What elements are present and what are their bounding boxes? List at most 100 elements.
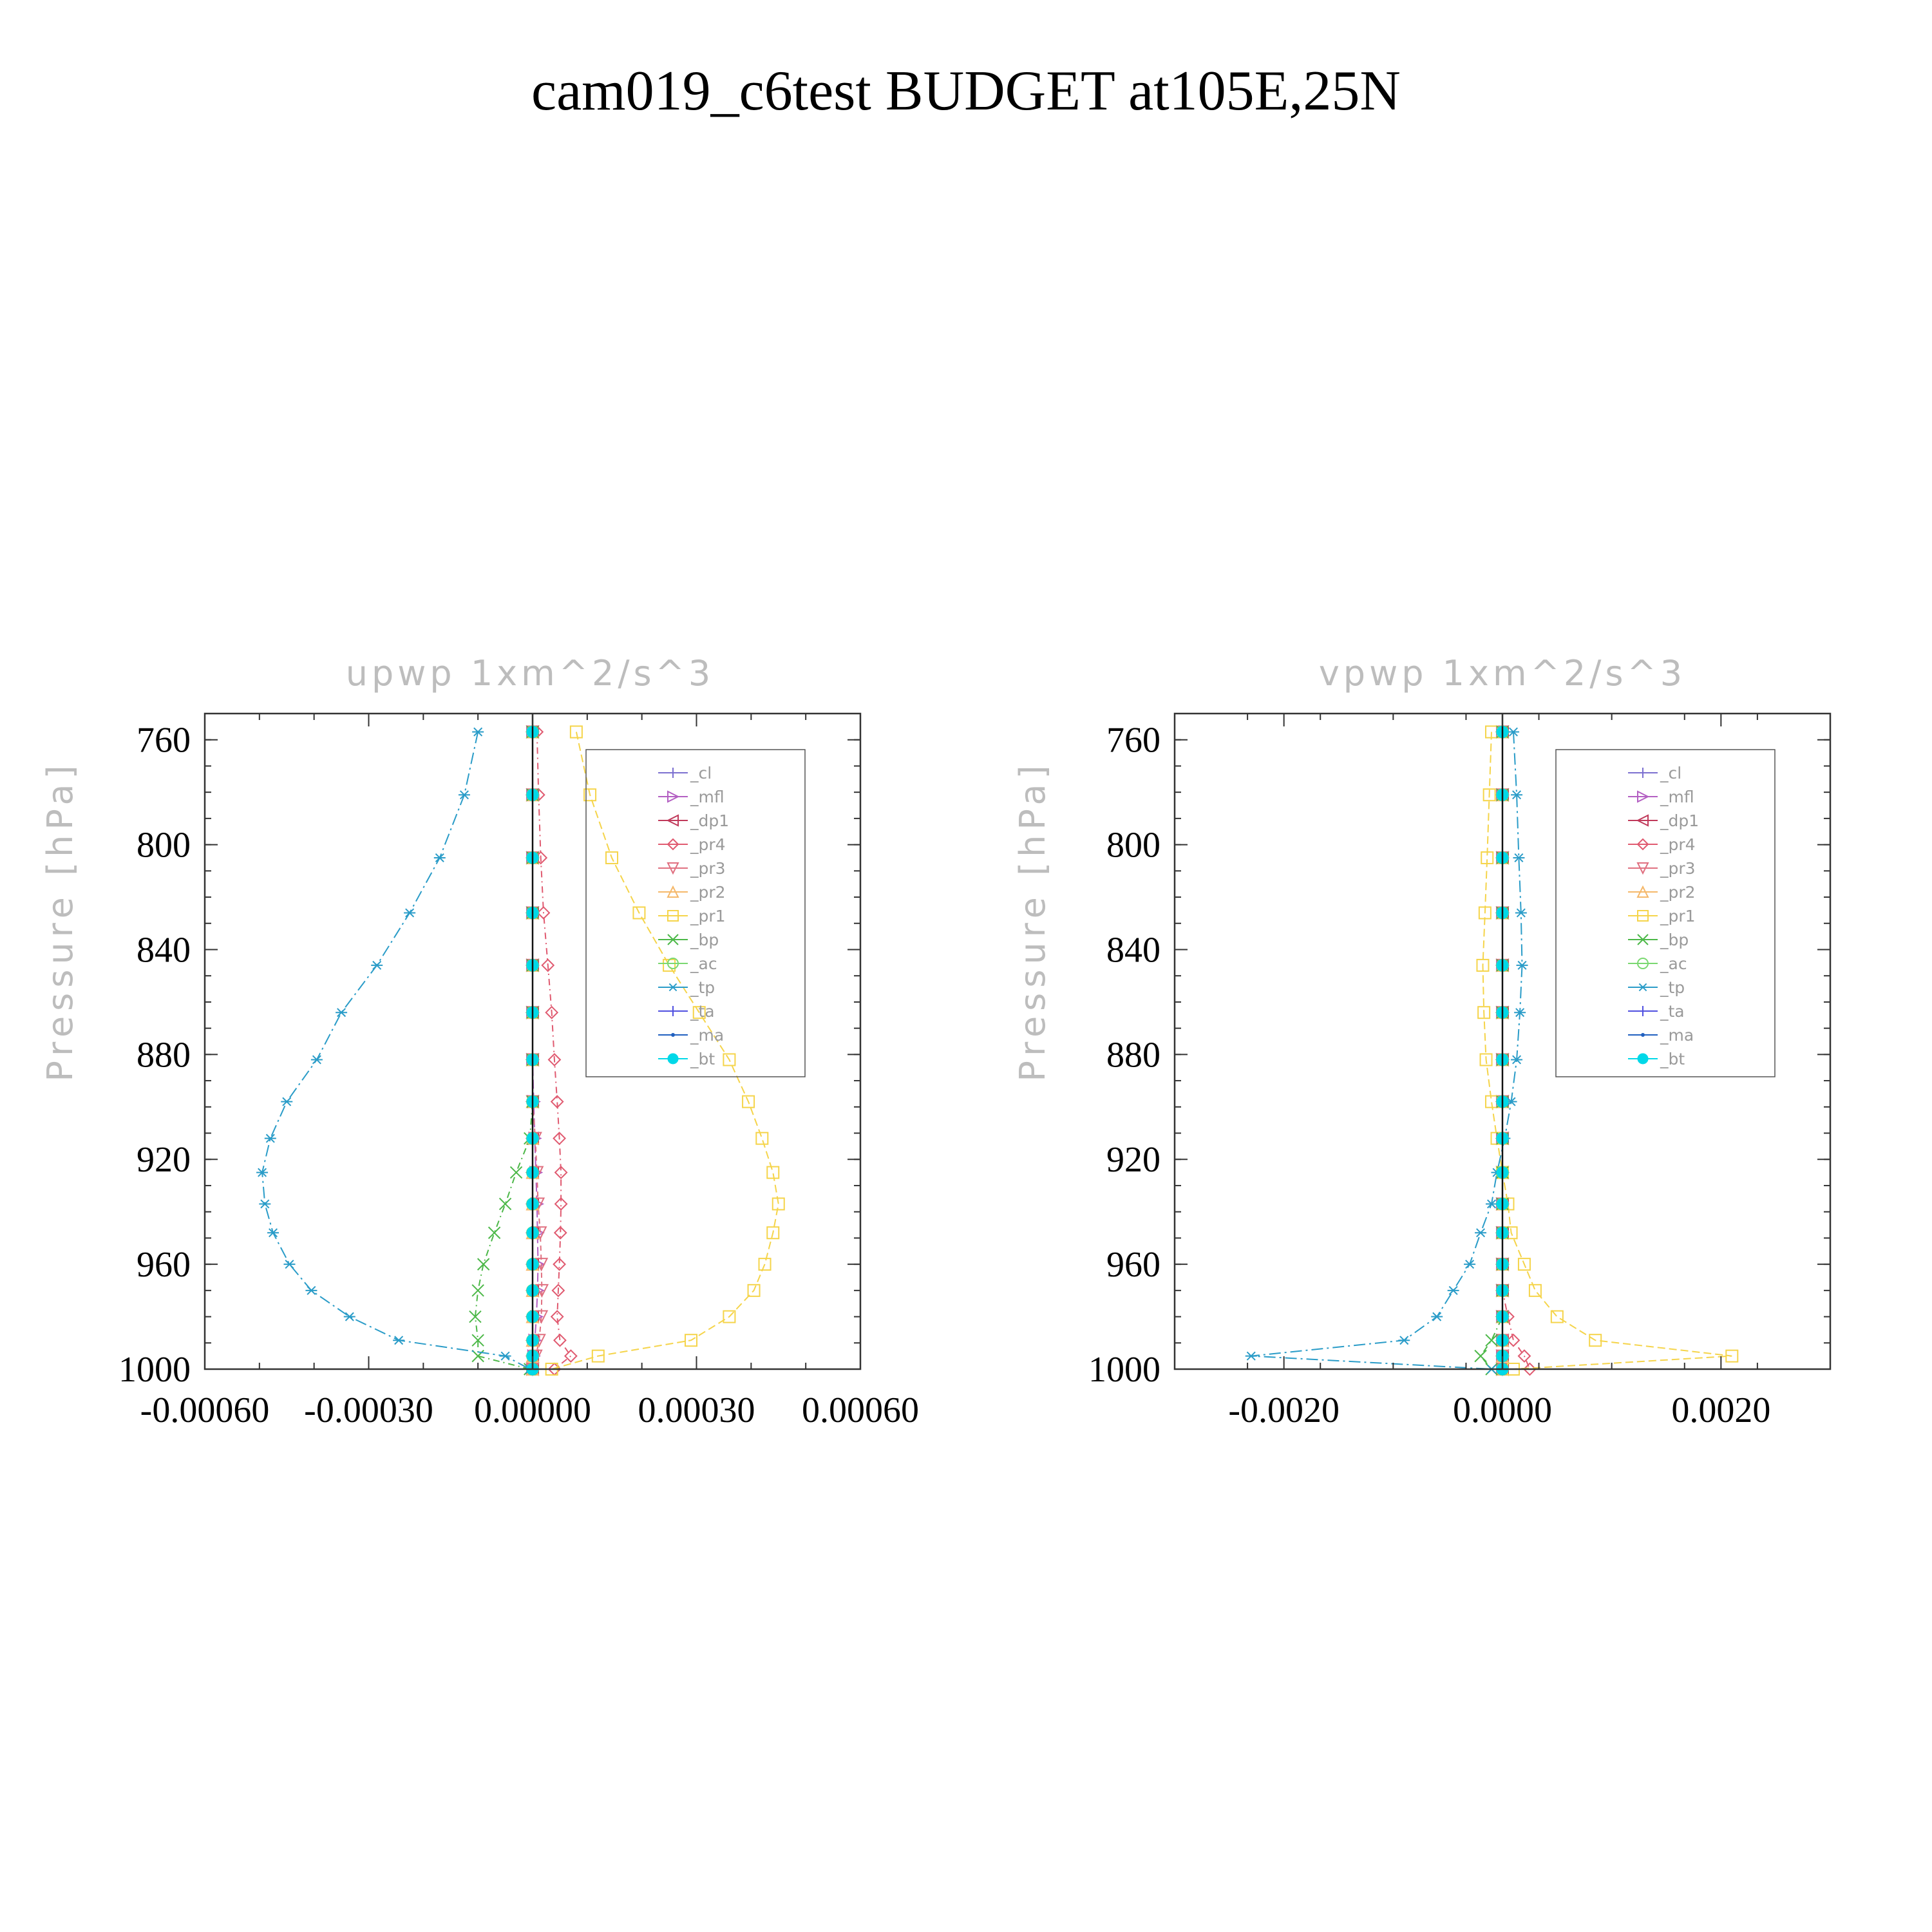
x-tick-label: -0.00030 [304, 1390, 433, 1430]
series-tp [1245, 727, 1528, 1374]
data-point [553, 1333, 567, 1347]
legend-label: _ma [690, 1026, 724, 1045]
data-point [1482, 788, 1496, 802]
y-tick-label: 960 [137, 1245, 191, 1285]
data-point [488, 1226, 501, 1239]
legend-entry: _cl [1628, 764, 1681, 782]
legend-marker [668, 1006, 678, 1016]
data-point [1511, 790, 1523, 800]
data-point [553, 1257, 566, 1271]
data-point [553, 1132, 566, 1146]
legend-entry: _mfl [658, 788, 724, 806]
data-point [471, 1284, 484, 1297]
data-point [509, 1166, 523, 1179]
legend-label: _ac [1660, 954, 1687, 973]
data-point [1447, 1285, 1459, 1295]
upwp-axis-ticks: -0.00060 -0.00030 0.00000 0.00030 0.00060 760… [118, 713, 919, 1430]
y-tick-label: 800 [1106, 826, 1160, 866]
y-tick-label: 800 [137, 826, 191, 866]
data-point [256, 1168, 269, 1177]
vpwp-axis-ticks: -0.0020 0.0000 0.0020 760 800 840 880 920 960 100… [1088, 713, 1831, 1430]
data-point [305, 1285, 317, 1295]
data-point [766, 1166, 780, 1179]
upwp-y-axis-label: Pressure [hPa] [40, 760, 80, 1081]
data-point [723, 1310, 736, 1323]
legend-label: _tp [1660, 978, 1685, 997]
data-point [1515, 908, 1527, 918]
legend-label: _dp1 [690, 811, 729, 830]
legend-entry: _pr4 [658, 835, 726, 854]
legend-label: _cl [1660, 764, 1681, 782]
vpwp-plot-area [1245, 714, 1739, 1377]
legend-entry: _tp [658, 978, 715, 997]
legend-label: _tp [690, 978, 715, 997]
vpwp-legend: _cl _mfl _dp1 _pr4 _pr3 _pr2 _pr1 _bp _ac _tp _ta _… [1555, 749, 1776, 1077]
y-tick-label: 1000 [118, 1350, 191, 1390]
y-tick-label: 880 [137, 1035, 191, 1075]
data-point [553, 1226, 567, 1240]
legend-entry: _bp [1628, 931, 1689, 949]
data-point [1513, 853, 1525, 862]
legend-label: _ma [1660, 1026, 1694, 1045]
y-tick-label: 840 [137, 930, 191, 970]
data-point [393, 1336, 405, 1345]
data-point [433, 853, 446, 862]
legend-entry: _bt [658, 1050, 715, 1068]
series-bp [469, 725, 539, 1376]
series-line [1502, 732, 1531, 1370]
series-line [532, 732, 539, 1370]
legend-marker [668, 983, 678, 992]
legend-label: _pr2 [690, 883, 726, 902]
data-point [343, 1312, 355, 1321]
data-point [1398, 1336, 1410, 1345]
legend-label: _pr2 [1660, 883, 1696, 902]
legend-label: _bp [690, 931, 719, 949]
series-line [1251, 732, 1523, 1370]
x-tick-label: 0.0000 [1453, 1390, 1552, 1430]
series-pr1 [545, 725, 785, 1376]
upwp-panel-title: upwp 1xm^2/s^3 [346, 653, 715, 694]
legend-entry: _pr2 [658, 883, 726, 902]
legend-entry: _bp [658, 931, 719, 949]
legend-marker [1638, 1006, 1648, 1016]
legend-marker [667, 790, 680, 803]
data-point [371, 960, 383, 970]
x-tick-label: 0.00000 [474, 1390, 591, 1430]
legend-entry: _dp1 [1628, 811, 1699, 830]
legend-marker [666, 814, 679, 827]
legend-marker [667, 885, 679, 898]
legend-marker [1636, 814, 1649, 827]
series-tp [256, 727, 536, 1374]
legend-entry: _cl [658, 764, 712, 782]
data-point [1550, 1310, 1564, 1323]
data-point [747, 1283, 761, 1297]
data-point [632, 906, 646, 920]
legend-marker [1637, 1053, 1649, 1065]
data-point [569, 725, 583, 739]
legend-entry: _ac [1628, 954, 1687, 973]
legend-label: _pr1 [1660, 907, 1696, 925]
data-point [1477, 1006, 1491, 1019]
legend-marker [1636, 838, 1649, 851]
data-point [499, 1351, 511, 1361]
legend-entry: _ta [1628, 1002, 1685, 1021]
data-point [692, 1006, 706, 1019]
data-point [536, 906, 551, 920]
series-line [1479, 732, 1503, 1370]
legend-label: _pr3 [690, 859, 726, 878]
upwp-legend: _cl _mfl _dp1 _pr4 _pr3 _pr2 _pr1 _bp _ac _tp _ta _… [585, 749, 806, 1077]
data-point [541, 958, 555, 972]
legend-label: _cl [690, 764, 712, 782]
data-point [723, 1053, 736, 1066]
legend-marker [667, 958, 679, 969]
data-point [685, 1334, 698, 1347]
legend-marker [667, 838, 679, 851]
legend-entry: _pr2 [1628, 883, 1696, 902]
data-point [404, 908, 416, 918]
data-point [766, 1226, 780, 1240]
data-point [498, 1197, 512, 1211]
data-point [477, 1258, 490, 1271]
data-point [551, 1283, 565, 1298]
y-tick-label: 920 [1106, 1140, 1160, 1180]
legend-label: _ta [690, 1002, 715, 1021]
